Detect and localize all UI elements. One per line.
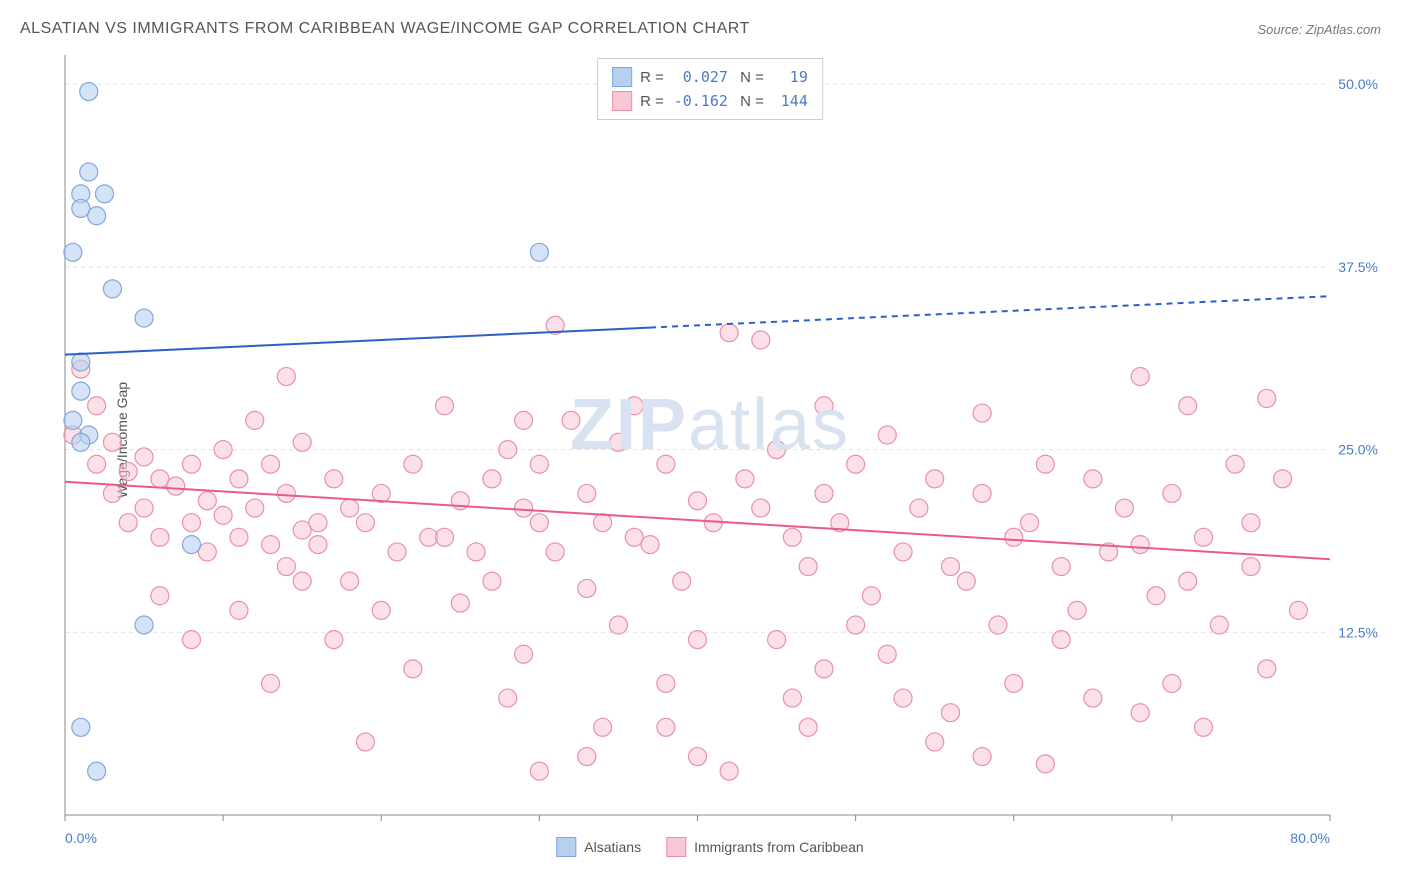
legend-r-label: R = — [640, 69, 664, 86]
source-label: Source: ZipAtlas.com — [1257, 22, 1381, 37]
chart-svg: 12.5%25.0%37.5%50.0%0.0%80.0% — [50, 55, 1370, 825]
legend-swatch-icon — [556, 837, 576, 857]
svg-text:12.5%: 12.5% — [1338, 624, 1378, 640]
legend-r-label: R = — [640, 93, 664, 110]
svg-text:80.0%: 80.0% — [1290, 830, 1330, 846]
legend-label-1: Immigrants from Caribbean — [694, 839, 864, 855]
svg-text:50.0%: 50.0% — [1338, 76, 1378, 92]
legend-n-value-0: 19 — [772, 68, 808, 86]
legend-r-value-1: -0.162 — [672, 92, 728, 110]
legend-item-alsatians: Alsatians — [556, 837, 641, 857]
legend-row-caribbean: R = -0.162 N = 144 — [612, 89, 808, 113]
chart-area: Wage/Income Gap ZIPatlas R = 0.027 N = 1… — [50, 55, 1370, 825]
legend-swatch-icon — [666, 837, 686, 857]
svg-text:37.5%: 37.5% — [1338, 259, 1378, 275]
legend-swatch-caribbean — [612, 91, 632, 111]
svg-text:25.0%: 25.0% — [1338, 442, 1378, 458]
legend-correlation: R = 0.027 N = 19 R = -0.162 N = 144 — [597, 58, 823, 120]
chart-title: ALSATIAN VS IMMIGRANTS FROM CARIBBEAN WA… — [20, 20, 750, 38]
svg-text:0.0%: 0.0% — [65, 830, 97, 846]
legend-item-caribbean: Immigrants from Caribbean — [666, 837, 864, 857]
legend-swatch-alsatians — [612, 67, 632, 87]
legend-n-value-1: 144 — [772, 92, 808, 110]
legend-row-alsatians: R = 0.027 N = 19 — [612, 65, 808, 89]
legend-r-value-0: 0.027 — [672, 68, 728, 86]
legend-series: Alsatians Immigrants from Caribbean — [556, 837, 863, 857]
legend-n-label: N = — [736, 69, 764, 86]
legend-label-0: Alsatians — [584, 839, 641, 855]
legend-n-label: N = — [736, 93, 764, 110]
